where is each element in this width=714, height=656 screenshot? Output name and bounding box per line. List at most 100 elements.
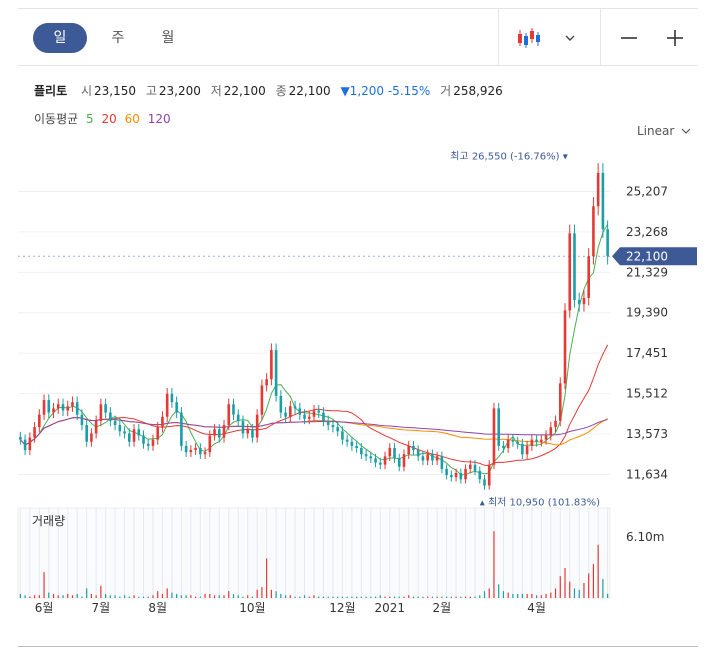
volume-bar [109, 595, 111, 598]
candle [596, 163, 600, 216]
y-tick-label: 13,573 [626, 427, 668, 441]
tab-monthly[interactable]: 월 [161, 30, 175, 46]
moving-average-lines [20, 223, 609, 476]
volume-bar [52, 593, 55, 598]
candle-body [468, 464, 472, 469]
ma-line-60 [20, 416, 608, 446]
candle-body [251, 429, 254, 438]
volume-bar [474, 596, 476, 598]
volume-bar [318, 596, 320, 598]
candle-body [255, 414, 259, 438]
candle [23, 434, 27, 455]
candle [194, 443, 197, 455]
open-label: 시 [80, 84, 92, 98]
candle [431, 449, 434, 466]
tab-weekly[interactable]: 주 [111, 30, 125, 46]
volume-panel [17, 507, 611, 599]
candle-body [132, 429, 136, 442]
candle [587, 247, 590, 306]
candle [246, 424, 249, 439]
candle-body [61, 404, 65, 411]
volume-bar [81, 596, 83, 598]
candle-body [170, 393, 174, 403]
volume-bar [455, 596, 457, 598]
candle [156, 421, 160, 445]
candle [440, 451, 444, 474]
candle [487, 460, 491, 490]
ma-line-120 [20, 416, 608, 446]
volume-bar [71, 595, 74, 598]
volume-bar [545, 593, 547, 598]
tab-daily[interactable]: 일 [33, 23, 87, 53]
candle-body [184, 445, 188, 453]
volume-bar [592, 563, 595, 598]
volume-bar [450, 596, 452, 598]
candle [284, 407, 287, 423]
x-tick-label: 6월 [35, 601, 54, 615]
change-value: ▼1,200 -5.15% [340, 84, 431, 98]
volume-bar [133, 595, 135, 598]
volume-bar [341, 596, 344, 598]
volume-bar [521, 593, 523, 598]
candlestick-icon[interactable] [512, 23, 548, 53]
candle-body [284, 412, 287, 417]
y-tick-label: 25,207 [626, 185, 668, 199]
candle-body [582, 297, 586, 305]
minus-icon[interactable] [614, 23, 644, 53]
candle-body [260, 385, 264, 415]
candle [232, 398, 235, 421]
volume-bar [204, 593, 206, 598]
candle-body [535, 439, 538, 442]
candle [47, 394, 51, 419]
candle-body [558, 383, 562, 421]
candle-body [203, 452, 207, 455]
candle-body [407, 445, 411, 455]
candle [142, 430, 145, 449]
candle-body [454, 472, 458, 478]
volume-bar [24, 595, 26, 598]
candle-body [28, 437, 32, 451]
candle-body [506, 439, 510, 448]
volume-bar [261, 587, 263, 598]
volume-bar [602, 578, 604, 598]
candle [260, 379, 264, 421]
volume-bar [289, 595, 291, 598]
candle [530, 434, 534, 451]
candle-body [118, 425, 122, 432]
volume-bar [190, 595, 192, 598]
candle [317, 404, 321, 419]
y-tick-label: 23,268 [626, 225, 668, 239]
plus-icon[interactable] [660, 23, 690, 53]
candle-body [511, 439, 515, 442]
volume-bar [256, 589, 258, 598]
candle [137, 424, 141, 441]
volume-bar [114, 595, 116, 598]
chevron-down-icon[interactable] [558, 23, 582, 53]
volume-bar [583, 583, 585, 598]
candle-body [350, 441, 354, 446]
candle-body [435, 456, 439, 461]
scale-selector[interactable]: Linear [637, 124, 691, 138]
candle-body [75, 402, 79, 415]
candle-body [596, 172, 600, 207]
volume-label: 거 [440, 84, 452, 98]
candle-body [137, 429, 141, 436]
candle-body [530, 439, 534, 446]
candle-body [577, 300, 581, 305]
candle [369, 451, 373, 464]
candle-body [336, 427, 339, 432]
candle-body [355, 445, 358, 448]
volume-bar [303, 595, 306, 598]
volume-bar [393, 596, 396, 598]
volume-bar [95, 595, 97, 598]
candle-body [151, 439, 155, 446]
candle-body [322, 412, 325, 421]
candle [563, 303, 567, 390]
volume-bar [242, 596, 244, 598]
volume-bar [436, 596, 438, 598]
candle-body [146, 443, 150, 446]
volume-bar [119, 596, 121, 598]
close-label: 종 [275, 84, 287, 98]
x-tick-label: 2021 [375, 601, 406, 615]
candle [189, 445, 193, 457]
